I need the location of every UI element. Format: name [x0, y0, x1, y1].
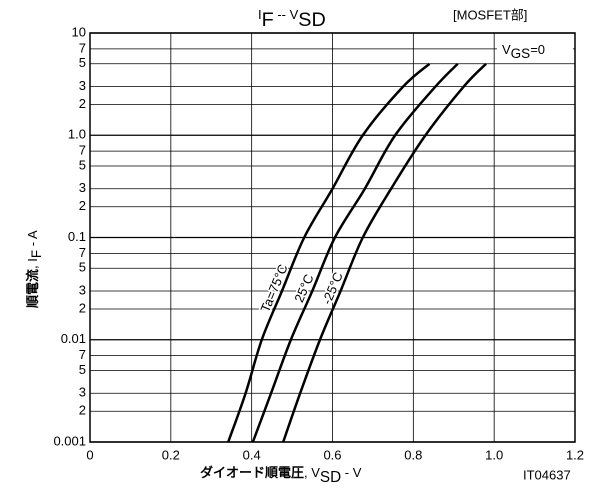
y-tick-label: 7 — [79, 143, 86, 158]
curve — [227, 62, 431, 443]
condition-label-part: V — [502, 42, 511, 57]
y-tick-label: 7 — [79, 347, 86, 362]
y-tick-label: 2 — [79, 198, 86, 213]
y-tick-label: 2 — [79, 300, 86, 315]
chart-title-part: -- V — [274, 7, 299, 22]
y-tick-label: 5 — [79, 260, 86, 275]
x-tick-label: 1.0 — [485, 447, 503, 462]
y-tick-label: 0.1 — [68, 229, 86, 244]
y-tick-label: 5 — [79, 55, 86, 70]
y-tick-label: 0.001 — [53, 433, 86, 448]
y-axis-label-part: 順電流 — [25, 269, 40, 308]
y-tick-label: 7 — [79, 245, 86, 260]
x-tick-label: 0.8 — [404, 447, 422, 462]
curve — [282, 62, 487, 443]
y-tick-label: 7 — [79, 40, 86, 55]
y-tick-label: 2 — [79, 403, 86, 418]
y-axis-label: 順電流, IF - A — [25, 230, 44, 308]
plot-frame — [89, 32, 576, 443]
y-axis-label-part: , I — [25, 258, 40, 269]
y-tick-label: 10 — [72, 24, 86, 39]
y-axis-label-part: F — [29, 250, 44, 258]
condition-box — [497, 40, 573, 62]
x-tick-label: 0.4 — [243, 447, 261, 462]
y-tick-label: 5 — [79, 362, 86, 377]
y-tick-label: 3 — [79, 180, 86, 195]
y-tick-label: 3 — [79, 282, 86, 297]
chart-title-part: F — [262, 9, 274, 31]
x-axis-label-part: - V — [341, 465, 362, 480]
condition-label: VGS=0 — [502, 42, 545, 61]
x-tick-label: 1.2 — [566, 447, 584, 462]
x-axis-label: ダイオード順電圧, VSD - V — [200, 465, 362, 485]
x-axis-label-part: ダイオード順電圧 — [200, 465, 304, 480]
y-tick-label: 5 — [79, 157, 86, 172]
x-tick-label: 0.2 — [162, 447, 180, 462]
curve — [251, 62, 459, 443]
condition-label-part: =0 — [530, 42, 545, 57]
x-tick-label: 0.6 — [323, 447, 341, 462]
chart-title: IF -- VSD — [258, 7, 326, 31]
y-axis-label-part: - A — [25, 230, 40, 250]
chart-title-part: SD — [298, 9, 325, 31]
y-tick-label: 2 — [79, 96, 86, 111]
y-tick-label: 3 — [79, 385, 86, 400]
chart-tag: [MOSFET部] — [453, 7, 527, 22]
chart-title-part: I — [258, 7, 262, 22]
y-tick-label: 3 — [79, 78, 86, 93]
x-tick-label: 0 — [86, 447, 93, 462]
x-axis-label-part: , V — [304, 465, 320, 480]
y-tick-label: 1.0 — [68, 127, 86, 142]
figure-id: IT04637 — [523, 467, 571, 482]
x-axis-label-part: SD — [320, 469, 341, 486]
condition-label-part: GS — [511, 46, 531, 61]
y-tick-label: 0.01 — [61, 331, 86, 346]
